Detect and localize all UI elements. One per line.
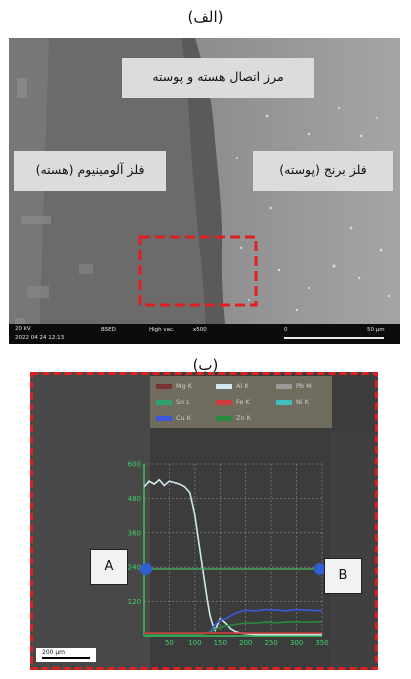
legend: Mg K Al K Pb M Sn L Fe K Ni K Cu K Zn K [150,376,332,428]
scale-start: 0 [284,327,288,333]
legend-swatch [216,383,232,389]
legend-swatch [156,415,172,421]
legend-swatch [156,383,172,389]
legend-item: Cu K [156,414,191,422]
y-tick-label: 480 [128,495,141,503]
eds-linescan: 50 100 150 200 250 300 350 120 240 360 480 600 Mg K… [30,372,378,670]
legend-label: Fe K [236,398,250,406]
eds-chart: 50 100 150 200 250 300 350 120 240 360 480 600 [30,372,378,670]
y-tick-label: 600 [128,461,141,469]
particles [236,106,391,312]
legend-swatch [156,399,172,405]
scan-end-dot [314,563,326,575]
interface-label: مرز اتصال هسته و پوسته [122,58,314,98]
highlight-region [138,235,258,307]
voltage: 20 kV [15,326,31,332]
scan-start-dot [140,563,152,575]
legend-item: Fe K [216,398,250,406]
legend-item: Ni K [276,398,309,406]
chart-series [143,478,323,636]
core-label: فلز آلومینیوم (هسته) [14,151,166,191]
legend-swatch [216,415,232,421]
date: 2022 04 24 12:13 [15,335,65,341]
marker-a: A [90,549,128,585]
caption-a: (الف) [187,8,224,26]
caption-b: (ب) [192,356,219,374]
y-tick-label: 240 [128,564,141,572]
legend-item: Pb M [276,382,312,390]
legend-label: Ni K [296,398,309,406]
scale-bar [284,337,384,339]
shell-label: فلز برنج (پوسته) [253,151,393,191]
scale-end: 50 µm [367,327,385,333]
legend-label: Pb M [296,382,312,390]
legend-item: Zn K [216,414,251,422]
y-tick-label: 120 [128,598,141,606]
series-line [144,620,323,636]
scale-bar [42,657,90,659]
x-tick-label: 150 [214,639,227,647]
x-tick-label: 200 [239,639,252,647]
scale-label: 200 µm [42,649,66,656]
marker-b: B [324,558,362,594]
legend-item: Al K [216,382,249,390]
detector: BSED [101,327,116,333]
sem-info-bar: 20 kV 2022 04 24 12:13 BSED High vac. x5… [9,324,400,344]
y-tick-label: 360 [128,529,141,537]
series-line [143,478,322,636]
legend-label: Zn K [236,414,251,422]
legend-label: Sn L [176,398,190,406]
legend-label: Al K [236,382,249,390]
x-tick-label: 100 [188,639,201,647]
chart-ticks: 50 100 150 200 250 300 350 120 240 360 480 600 [128,461,329,648]
legend-swatch [276,399,292,405]
x-tick-label: 50 [165,639,174,647]
legend-item: Sn L [156,398,190,406]
x-tick-label: 250 [264,639,277,647]
legend-label: Cu K [176,414,191,422]
legend-item: Mg K [156,382,192,390]
legend-swatch [216,399,232,405]
legend-swatch [276,383,292,389]
x-tick-label: 300 [290,639,303,647]
scale-box: 200 µm [36,648,96,662]
sem-micrograph: مرز اتصال هسته و پوسته فلز آلومینیوم (هس… [9,38,400,344]
x-tick-label: 350 [315,639,328,647]
chart-grid [143,463,323,637]
vacuum: High vac. [149,327,175,333]
magnification: x500 [193,327,207,333]
legend-label: Mg K [176,382,193,390]
